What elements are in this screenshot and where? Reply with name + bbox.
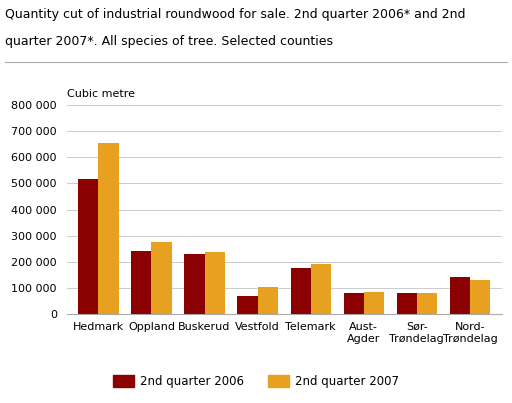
- Bar: [364, 291, 384, 314]
- Bar: [344, 293, 364, 314]
- Bar: [131, 251, 152, 314]
- Bar: [184, 253, 205, 314]
- Bar: [238, 296, 258, 314]
- Bar: [78, 179, 98, 314]
- Bar: [98, 143, 119, 314]
- Bar: [290, 268, 311, 314]
- Bar: [311, 264, 331, 314]
- Bar: [470, 280, 490, 314]
- Bar: [205, 252, 225, 314]
- Text: quarter 2007*. All species of tree. Selected counties: quarter 2007*. All species of tree. Sele…: [5, 35, 333, 48]
- Bar: [397, 293, 417, 314]
- Bar: [152, 242, 172, 314]
- Text: Cubic metre: Cubic metre: [67, 89, 135, 99]
- Legend: 2nd quarter 2006, 2nd quarter 2007: 2nd quarter 2006, 2nd quarter 2007: [109, 371, 403, 393]
- Bar: [450, 277, 470, 314]
- Bar: [258, 287, 278, 314]
- Bar: [417, 293, 437, 314]
- Text: Quantity cut of industrial roundwood for sale. 2nd quarter 2006* and 2nd: Quantity cut of industrial roundwood for…: [5, 8, 465, 21]
